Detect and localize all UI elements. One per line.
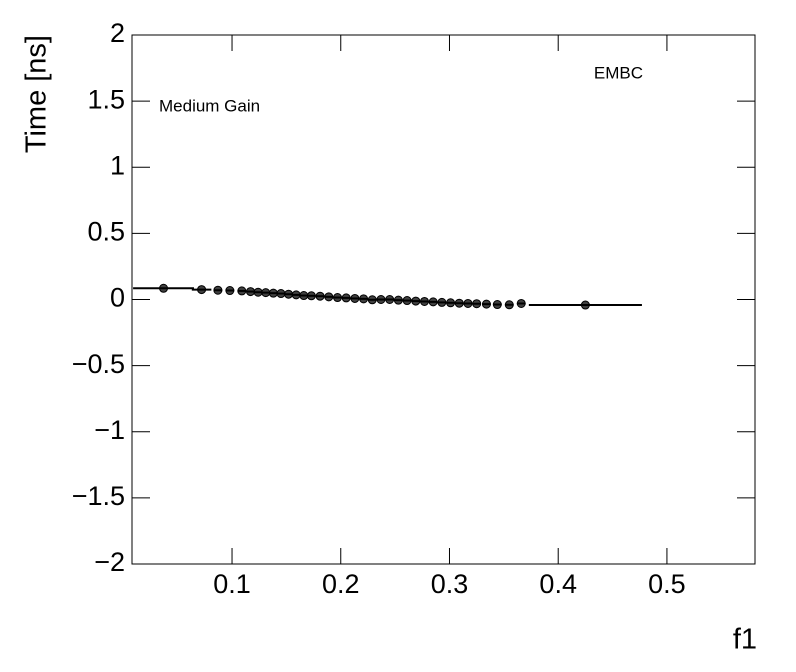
x-axis-title: f1 <box>733 624 757 656</box>
point <box>411 296 421 306</box>
point <box>419 296 429 306</box>
point <box>341 293 351 303</box>
point <box>385 295 395 304</box>
y-tick-label: 2 <box>110 18 125 48</box>
point <box>472 299 482 309</box>
x-tick-label: 0.1 <box>213 569 251 599</box>
point <box>332 293 342 303</box>
point <box>350 293 360 303</box>
y-tick-label: 1 <box>110 150 125 180</box>
point <box>516 298 526 308</box>
x-tick-label: 0.5 <box>648 569 686 599</box>
point <box>253 287 263 297</box>
point <box>315 291 325 301</box>
point <box>268 288 278 298</box>
x-tick-label: 0.2 <box>322 569 360 599</box>
point <box>393 295 403 305</box>
y-tick-label: 0 <box>110 283 125 313</box>
y-tick-label: −1 <box>94 415 125 445</box>
point <box>261 288 271 298</box>
point <box>159 283 169 293</box>
point <box>402 296 412 306</box>
point <box>504 300 514 310</box>
y-tick-label: 1.5 <box>87 84 125 114</box>
point <box>463 298 473 308</box>
point <box>291 290 301 300</box>
point <box>213 285 223 295</box>
point <box>299 291 309 301</box>
point <box>446 298 456 308</box>
y-tick-label: 0.5 <box>87 217 125 247</box>
point <box>437 297 447 307</box>
x-tick-label: 0.3 <box>431 569 469 599</box>
point <box>197 285 207 295</box>
x-tick-label: 0.4 <box>539 569 577 599</box>
point <box>580 300 590 310</box>
annotation: EMBC <box>594 63 643 82</box>
point <box>237 286 247 296</box>
point <box>324 292 334 302</box>
point <box>225 286 235 296</box>
y-tick-label: −1.5 <box>72 481 125 511</box>
point <box>454 298 464 308</box>
point <box>306 291 316 301</box>
y-axis-title: Time [ns] <box>21 35 53 153</box>
annotation: Medium Gain <box>159 96 260 115</box>
y-tick-label: −0.5 <box>72 349 125 379</box>
point <box>284 289 294 299</box>
point <box>492 300 502 310</box>
point <box>276 289 286 299</box>
point <box>428 297 438 307</box>
point <box>359 294 369 304</box>
point <box>246 287 256 297</box>
point <box>481 299 491 309</box>
point <box>367 295 377 305</box>
point <box>376 295 386 304</box>
y-tick-label: −2 <box>94 547 125 577</box>
